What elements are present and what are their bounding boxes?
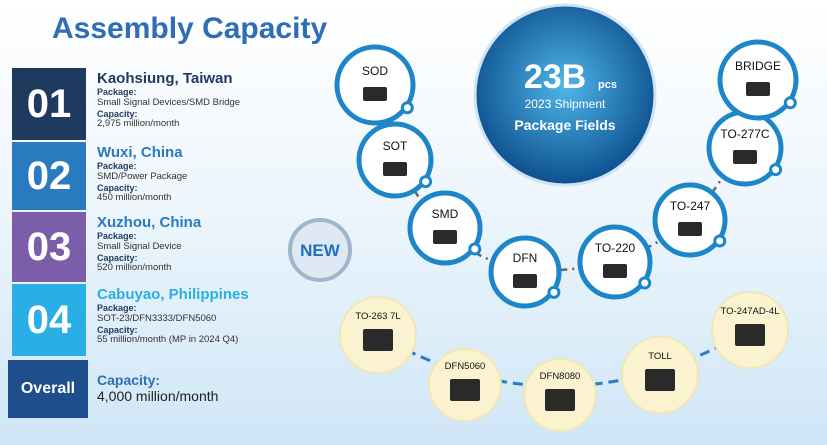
package-icon [746,82,770,96]
center-subtitle: 2023 Shipment [525,97,606,111]
overall-label: Overall [8,360,88,418]
package-name: DFN [513,251,538,265]
node-dot [402,103,412,113]
package-name: SOT [383,139,408,153]
package-name: SMD [432,207,459,221]
package-icon [433,230,457,244]
package-icon [363,329,393,351]
package-icon [735,324,765,346]
site-number: 01 [12,68,86,140]
center-value: 23B [524,58,586,96]
node-dot [421,177,431,187]
node-dot [771,165,781,175]
package-icon [678,222,702,236]
node-dot [549,287,559,297]
package: Small Signal Device [97,242,337,253]
package: Small Signal Devices/SMD Bridge [97,98,337,109]
capacity: 520 million/month [97,263,337,274]
capacity: 55 million/month (MP in 2024 Q4) [97,335,337,346]
package-circle [337,47,413,123]
site-location: Wuxi, China [97,144,337,161]
package-icon [645,369,675,391]
site-location: Cabuyao, Philippines [97,286,337,303]
package-icon [383,162,407,176]
package-name: TO-220 [595,241,636,255]
capacity: 450 million/month [97,193,337,204]
capacity: 2,975 million/month [97,119,337,130]
title: Assembly Capacity [52,12,327,46]
new-package-name: DFN8080 [540,371,581,382]
site-number: 03 [12,212,86,282]
package-icon [450,379,480,401]
package-icon [603,264,627,278]
node-dot [715,236,725,246]
new-package-name: TO-263 7L [355,311,400,322]
package-name: TO-247 [670,199,711,213]
center-unit: pcs [598,79,617,91]
node-dot [470,244,480,254]
site-location: Kaohsiung, Taiwan [97,70,337,87]
new-package-name: TO-247AD-4L [721,306,780,317]
package: SMD/Power Package [97,172,337,183]
new-package-name: DFN5060 [445,361,486,372]
new-package-name: TOLL [648,351,672,362]
package-circle [720,42,796,118]
package-icon [545,389,575,411]
node-dot [785,98,795,108]
package-icon [733,150,757,164]
node-dot [640,278,650,288]
site-number: 02 [12,142,86,210]
package-name: TO-277C [720,127,769,141]
site-number: 04 [12,284,86,356]
slide: 23B pcs 2023 Shipment Package Fields NEW… [0,0,827,445]
package-icon [513,274,537,288]
package-icon [363,87,387,101]
overall-capacity-label: Capacity: [97,372,218,388]
overall-info: Capacity: 4,000 million/month [97,372,218,404]
package-name: SOD [362,64,388,78]
package: SOT-23/DFN3333/DFN5060 [97,314,337,325]
site-location: Xuzhou, China [97,214,337,231]
overall-capacity: 4,000 million/month [97,388,218,404]
center-caption: Package Fields [514,117,615,133]
package-name: BRIDGE [735,59,781,73]
